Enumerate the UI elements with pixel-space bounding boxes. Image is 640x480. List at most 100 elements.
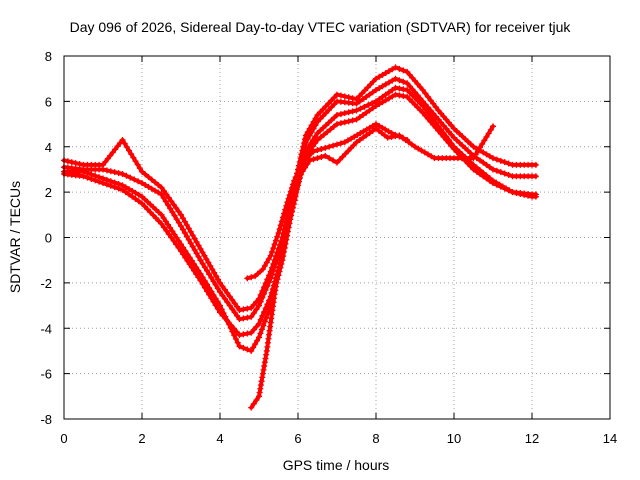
data-point [345, 147, 352, 154]
data-point [231, 332, 238, 339]
data-point [345, 118, 352, 125]
data-point [317, 134, 324, 141]
data-point [175, 208, 182, 215]
data-point [364, 84, 371, 91]
data-point [334, 91, 340, 98]
data-point [337, 111, 344, 118]
data-point [278, 218, 285, 225]
data-point [501, 159, 508, 166]
y-tick-label: -2 [40, 276, 52, 291]
data-point [256, 302, 262, 309]
data-point [427, 118, 434, 125]
data-point [419, 87, 426, 94]
data-point [260, 322, 267, 329]
data-point [134, 161, 141, 168]
data-point [267, 252, 274, 259]
x-tick-label: 14 [603, 431, 617, 446]
data-point [183, 233, 190, 240]
data-point [261, 290, 268, 297]
data-point [408, 141, 415, 148]
data-point [257, 298, 264, 305]
data-point [257, 330, 264, 337]
data-point [310, 125, 317, 132]
data-point [175, 238, 182, 245]
series-day-2 [61, 75, 539, 323]
y-axis-title: SDTVAR / TECUs [7, 181, 23, 293]
data-point [209, 266, 216, 273]
data-point [253, 397, 260, 404]
data-point [279, 245, 286, 252]
data-point [250, 301, 257, 308]
data-point [280, 238, 287, 245]
data-point [415, 145, 422, 152]
data-point [109, 149, 116, 156]
data-point [481, 137, 488, 144]
data-point [360, 111, 366, 118]
data-point [379, 83, 386, 90]
data-point [443, 136, 450, 143]
data-point [175, 219, 182, 226]
data-point [193, 271, 200, 278]
data-point [204, 288, 210, 295]
data-point [148, 176, 155, 183]
data-point [473, 168, 480, 175]
data-point [129, 193, 136, 200]
data-point [126, 147, 132, 154]
data-point [414, 80, 421, 87]
data-point [229, 305, 236, 312]
data-point [348, 135, 355, 142]
data-point [464, 160, 471, 167]
data-point [144, 206, 151, 213]
data-point [389, 77, 396, 84]
data-point [181, 229, 188, 236]
data-point [257, 316, 264, 323]
data-point [215, 276, 222, 283]
data-point [382, 91, 389, 98]
data-point [301, 156, 308, 163]
data-point [135, 191, 142, 198]
data-point [425, 151, 431, 158]
data-point [248, 347, 255, 354]
data-point [162, 218, 169, 225]
data-point [480, 173, 487, 180]
data-point [373, 121, 379, 128]
data-point [234, 303, 241, 310]
data-point [148, 185, 155, 192]
data-point [292, 174, 299, 181]
data-point [102, 158, 109, 165]
data-point [162, 198, 169, 205]
data-point [258, 326, 265, 333]
data-point [152, 215, 159, 222]
data-point [165, 221, 171, 228]
data-point [400, 135, 407, 142]
data-point [308, 129, 315, 136]
data-point [158, 211, 165, 218]
data-point [171, 212, 178, 219]
data-point [160, 215, 167, 222]
data-point [203, 256, 210, 263]
data-point [376, 101, 383, 108]
data-point [219, 292, 226, 299]
data-point [304, 153, 311, 160]
data-point [189, 243, 196, 250]
data-point [396, 133, 403, 140]
series-day-4 [61, 91, 539, 339]
data-point [160, 187, 167, 194]
data-point [330, 142, 337, 149]
data-point [268, 271, 275, 278]
data-point [191, 267, 197, 274]
data-point [236, 316, 243, 323]
data-point [356, 114, 363, 121]
data-point [445, 128, 452, 135]
y-tick-label: -8 [40, 412, 52, 427]
data-point [250, 310, 257, 317]
data-point [493, 181, 500, 188]
data-point [286, 192, 293, 199]
data-point [250, 344, 257, 351]
data-point [363, 109, 370, 116]
data-point [262, 305, 269, 312]
data-point [330, 157, 337, 164]
data-point [208, 274, 215, 281]
data-point [384, 134, 391, 141]
data-point [295, 166, 302, 173]
